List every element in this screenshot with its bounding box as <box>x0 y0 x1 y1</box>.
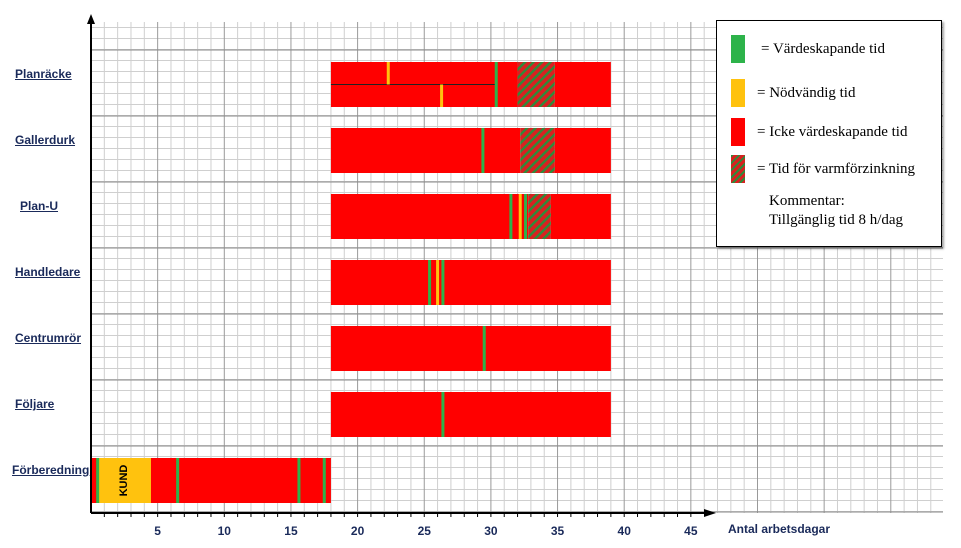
row-label: Centrumrör <box>15 331 82 345</box>
row-label: Planräcke <box>15 67 72 81</box>
comment-title: Kommentar: <box>769 193 845 209</box>
x-tick-label: 10 <box>218 524 232 538</box>
bar-segment <box>150 458 331 503</box>
bar-segment <box>330 326 611 371</box>
row-label: Plan-U <box>20 199 59 213</box>
x-tick-label: 45 <box>684 524 698 538</box>
bar-marker <box>322 458 326 503</box>
comment-text: Tillgänglig tid 8 h/dag <box>769 212 904 228</box>
x-tick-label: 35 <box>551 524 565 538</box>
bar-segment <box>330 128 521 173</box>
x-tick-label: 20 <box>351 524 365 538</box>
x-axis-title: Antal arbetsdagar <box>728 522 830 536</box>
bar-segment <box>330 260 611 305</box>
bar-marker <box>297 458 301 503</box>
bar-marker <box>481 128 485 173</box>
x-tick-label: 30 <box>484 524 498 538</box>
bar-segment <box>97 458 151 503</box>
bar-marker <box>524 194 528 239</box>
axes <box>87 14 716 517</box>
x-axis-arrow <box>704 509 716 517</box>
row-label: Handledare <box>15 265 81 279</box>
x-tick-label: 5 <box>154 524 161 538</box>
bar-marker <box>441 392 445 437</box>
bar-segment <box>330 194 529 239</box>
bar-marker <box>482 326 486 371</box>
bar-marker <box>386 62 390 85</box>
bars: KUND <box>91 62 611 503</box>
legend-swatch-green <box>731 35 745 63</box>
legend-label: = Nödvändig tid <box>757 85 856 101</box>
row-label: Gallerdurk <box>15 133 76 147</box>
legend-swatch-yellow <box>731 79 745 107</box>
legend-label: = Tid för varmförzinkning <box>757 161 916 177</box>
row-label: Följare <box>15 397 55 411</box>
bar-segment <box>528 194 551 239</box>
bar-segment <box>550 194 611 239</box>
bar-segment <box>554 128 611 173</box>
bar-marker <box>494 62 498 85</box>
legend-comment: Kommentar: Tillgänglig tid 8 h/dag <box>769 192 903 230</box>
bar-segment <box>330 392 611 437</box>
bar-marker <box>440 84 444 107</box>
legend-label: = Värdeskapande tid <box>761 41 885 57</box>
legend: = Värdeskapande tid = Nödvändig tid = Ic… <box>716 20 942 247</box>
bar-marker <box>441 260 445 305</box>
x-tick-label: 25 <box>418 524 432 538</box>
bar-segment <box>520 128 555 173</box>
bar-marker <box>176 458 180 503</box>
row-label: Förberedning <box>12 463 90 477</box>
y-axis-arrow <box>87 14 95 24</box>
bar-marker <box>509 194 513 239</box>
legend-label: = Icke värdeskapande tid <box>757 124 908 140</box>
bar-marker <box>494 84 498 107</box>
x-tick-labels: 5 10 15 20 25 30 35 40 45 <box>154 524 698 538</box>
legend-swatch-red <box>731 118 745 146</box>
x-tick-label: 40 <box>618 524 632 538</box>
bar-marker <box>436 260 440 305</box>
bar-marker <box>428 260 432 305</box>
x-tick-label: 15 <box>284 524 298 538</box>
bar-segment <box>91 458 98 503</box>
bar-segment <box>554 62 611 107</box>
segment-label: KUND <box>118 465 130 497</box>
bar-marker <box>518 194 522 239</box>
bar-segment <box>517 62 555 107</box>
legend-swatch-hatched <box>731 155 745 183</box>
bar-marker <box>96 458 100 503</box>
